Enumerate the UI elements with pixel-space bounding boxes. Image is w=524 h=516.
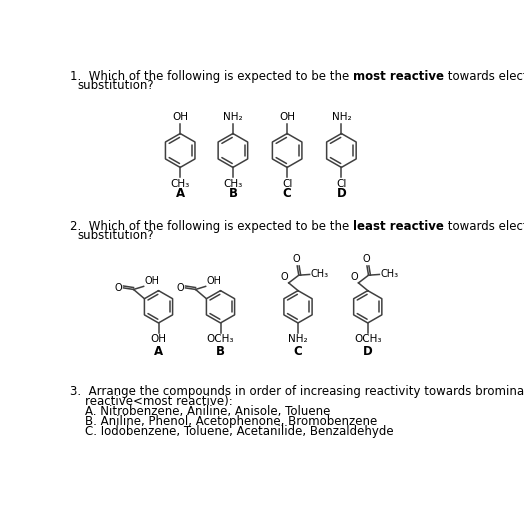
Text: A: A [176,187,185,200]
Text: OH: OH [145,276,159,286]
Text: B: B [216,345,225,358]
Text: substitution?: substitution? [78,79,155,92]
Text: CH₃: CH₃ [171,179,190,188]
Text: O: O [292,254,300,264]
Text: 2.  Which of the following is expected to be the: 2. Which of the following is expected to… [70,220,353,233]
Text: CH₃: CH₃ [380,269,398,280]
Text: OH: OH [172,112,188,122]
Text: NH₂: NH₂ [223,112,243,122]
Text: substitution?: substitution? [78,229,155,242]
Text: Cl: Cl [336,179,346,188]
Text: NH₂: NH₂ [288,334,308,344]
Text: most reactive: most reactive [353,70,444,83]
Text: reactive<most reactive):: reactive<most reactive): [70,395,233,408]
Text: O: O [280,272,288,282]
Text: A. Nitrobenzene, Aniline, Anisole, Toluene: A. Nitrobenzene, Aniline, Anisole, Tolue… [70,406,331,418]
Text: C. Iodobenzene, Toluene, Acetanilide, Benzaldehyde: C. Iodobenzene, Toluene, Acetanilide, Be… [70,425,394,439]
Text: OCH₃: OCH₃ [207,334,234,344]
Text: O: O [115,283,122,293]
Text: towards electrophilic aromatic: towards electrophilic aromatic [444,70,524,83]
Text: 3.  Arrange the compounds in order of increasing reactivity towards bromination : 3. Arrange the compounds in order of inc… [70,385,524,398]
Text: towards electrophilic aromatic: towards electrophilic aromatic [444,220,524,233]
Text: A: A [154,345,163,358]
Text: NH₂: NH₂ [332,112,351,122]
Text: O: O [350,272,358,282]
Text: OCH₃: OCH₃ [354,334,381,344]
Text: C: C [293,345,302,358]
Text: D: D [363,345,373,358]
Text: C: C [283,187,291,200]
Text: CH₃: CH₃ [310,269,329,280]
Text: Cl: Cl [282,179,292,188]
Text: least reactive: least reactive [353,220,444,233]
Text: B: B [228,187,237,200]
Text: O: O [177,283,184,293]
Text: OH: OH [279,112,295,122]
Text: OH: OH [206,276,222,286]
Text: OH: OH [150,334,167,344]
Text: 1.  Which of the following is expected to be the: 1. Which of the following is expected to… [70,70,353,83]
Text: CH₃: CH₃ [223,179,243,188]
Text: B. Aniline, Phenol, Acetophenone, Bromobenzene: B. Aniline, Phenol, Acetophenone, Bromob… [70,415,377,428]
Text: D: D [336,187,346,200]
Text: O: O [363,254,370,264]
